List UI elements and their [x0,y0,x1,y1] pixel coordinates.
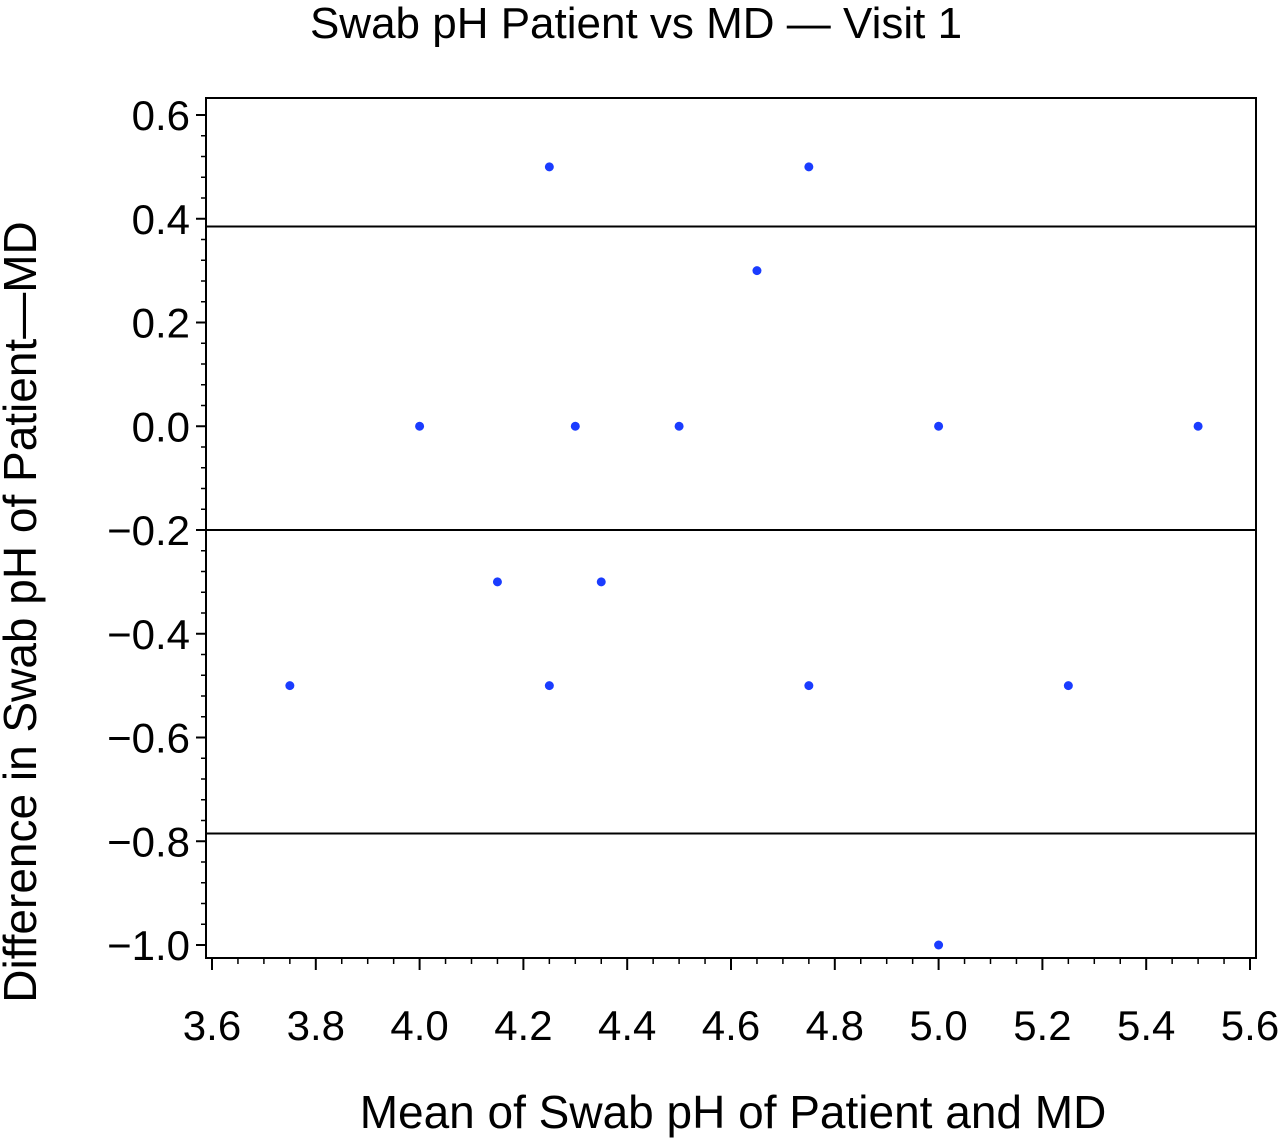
data-point [570,421,580,431]
x-tick-label: 3.6 [183,1002,241,1049]
y-tick-label: 0.0 [132,403,190,450]
x-tick-label: 5.2 [1013,1002,1071,1049]
data-point [285,681,295,691]
data-point [752,266,762,276]
y-axis-label: Difference in Swab pH of Patient—MD [0,221,46,1003]
y-tick-label: −0.6 [107,715,190,762]
x-tick-label: 5.4 [1117,1002,1175,1049]
x-axis-label: Mean of Swab pH of Patient and MD [360,1086,1107,1138]
data-point [934,940,944,950]
y-axis: −1.0 −0.8 −0.6 −0.4 −0.2 0.0 0.2 0.4 0.6 [107,92,206,969]
x-tick-label: 3.8 [287,1002,345,1049]
data-point [544,681,554,691]
y-tick-label: −0.2 [107,507,190,554]
x-tick-label: 4.6 [702,1002,760,1049]
data-point [674,421,684,431]
data-point [934,421,944,431]
y-tick-label: 0.6 [132,92,190,139]
x-tick-label: 5.0 [909,1002,967,1049]
chart-title: Swab pH Patient vs MD — Visit 1 [310,0,962,48]
data-point [544,162,554,172]
x-tick-label: 5.6 [1221,1002,1279,1049]
x-axis: 3.6 3.8 4.0 4.2 4.4 4.6 4.8 5.0 5.2 5.4 5.6 [183,958,1279,1049]
data-point [804,681,814,691]
reference-lines [206,225,1256,835]
y-tick-label: −1.0 [107,922,190,969]
x-tick-label: 4.4 [598,1002,656,1049]
y-tick-label: 0.2 [132,300,190,347]
x-tick-label: 4.0 [390,1002,448,1049]
data-point [415,421,425,431]
data-point [596,577,606,587]
y-tick-label: 0.4 [132,196,190,243]
data-point [1193,421,1203,431]
y-tick-label: −0.4 [107,611,190,658]
data-point [492,577,502,587]
x-tick-label: 4.2 [494,1002,552,1049]
y-tick-label: −0.8 [107,818,190,865]
x-tick-label: 4.8 [806,1002,864,1049]
data-point [1063,681,1073,691]
data-point [804,162,814,172]
data-points [285,162,1203,950]
